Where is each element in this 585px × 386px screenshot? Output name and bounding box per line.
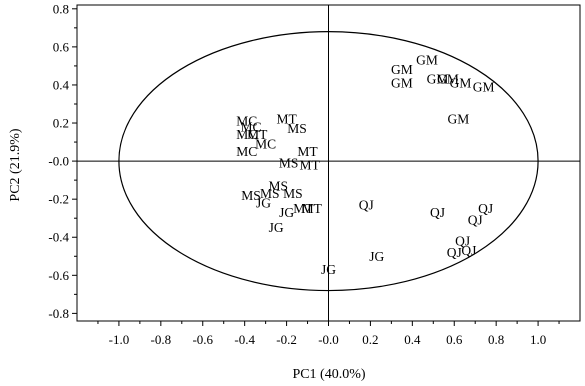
score-point-ms: MS bbox=[283, 186, 303, 201]
x-axis-ticks: -1.0 -0.8 -0.6 -0.4 -0.2 -0.0 0.2 0.4 0.6 0.8 1.0 bbox=[97, 321, 560, 347]
score-point-mc: MC bbox=[236, 114, 257, 129]
score-point-qj: QJ bbox=[478, 201, 493, 216]
score-point-gm: GM bbox=[391, 76, 413, 91]
score-point-mt: MT bbox=[293, 201, 314, 216]
score-point-gm: GM bbox=[427, 72, 449, 87]
x-tick-label: 0.6 bbox=[446, 332, 463, 347]
score-point-mt: MT bbox=[300, 157, 321, 172]
score-point-jg: JG bbox=[256, 195, 271, 210]
score-point-qj: QJ bbox=[430, 205, 445, 220]
y-axis-ticks: 0.8 0.6 0.4 0.2 -0.0 -0.2 -0.4 -0.6 -0.8 bbox=[48, 1, 77, 321]
x-tick-label: 1.0 bbox=[530, 332, 546, 347]
score-point-mc: MC bbox=[255, 136, 276, 151]
score-point-qj: QJ bbox=[468, 213, 483, 228]
y-tick-label: 0.6 bbox=[53, 39, 70, 54]
score-point-gm: GM bbox=[391, 62, 413, 77]
x-tick-label: 0.2 bbox=[362, 332, 378, 347]
y-tick-label: -0.0 bbox=[48, 154, 69, 169]
score-point-gm: GM bbox=[473, 79, 495, 94]
y-tick-label: -0.8 bbox=[48, 306, 69, 321]
y-tick-label: -0.4 bbox=[48, 230, 69, 245]
score-point-mc: MC bbox=[236, 144, 257, 159]
score-point-ms: MS bbox=[279, 156, 299, 171]
x-tick-label: -0.8 bbox=[151, 332, 172, 347]
score-point-gm: GM bbox=[450, 76, 472, 91]
x-tick-label: -0.4 bbox=[234, 332, 255, 347]
score-point-gm: GM bbox=[437, 72, 459, 87]
score-point-gm: GM bbox=[416, 53, 438, 68]
score-point-mt: MT bbox=[276, 112, 297, 127]
y-tick-label: 0.8 bbox=[53, 1, 69, 16]
score-point-jg: JG bbox=[269, 220, 284, 235]
score-point-mc: MC bbox=[240, 119, 261, 134]
score-point-mt: MT bbox=[247, 127, 268, 142]
score-point-qj: QJ bbox=[455, 234, 470, 249]
score-point-qj: QJ bbox=[359, 197, 374, 212]
score-point-ms: MS bbox=[260, 186, 280, 201]
x-axis-title: PC1 (40.0%) bbox=[292, 367, 365, 382]
x-tick-label: -0.6 bbox=[192, 332, 213, 347]
x-tick-label: -0.0 bbox=[318, 332, 339, 347]
score-point-ms: MS bbox=[268, 178, 288, 193]
score-point-ms: MS bbox=[241, 188, 261, 203]
score-point-qj: QJ bbox=[447, 245, 462, 260]
score-point-mt: MT bbox=[302, 201, 323, 216]
y-axis-title: PC2 (21.9%) bbox=[8, 128, 23, 201]
score-point-jg: JG bbox=[369, 249, 384, 264]
y-tick-label: 0.2 bbox=[53, 116, 69, 131]
score-point-jg: JG bbox=[279, 205, 294, 220]
score-point-mc: MC bbox=[236, 127, 257, 142]
y-tick-label: -0.6 bbox=[48, 268, 69, 283]
y-tick-label: 0.4 bbox=[53, 77, 70, 92]
x-tick-label: 0.8 bbox=[488, 332, 504, 347]
score-point-qj: QJ bbox=[461, 243, 476, 258]
x-tick-label: 0.4 bbox=[404, 332, 421, 347]
score-point-gm: GM bbox=[448, 112, 470, 127]
score-point-ms: MS bbox=[287, 121, 307, 136]
x-tick-label: -1.0 bbox=[109, 332, 130, 347]
x-tick-label: -0.2 bbox=[276, 332, 297, 347]
reference-lines bbox=[77, 5, 580, 321]
y-tick-label: -0.2 bbox=[48, 192, 69, 207]
score-point-jg: JG bbox=[321, 262, 336, 277]
score-point-mt: MT bbox=[297, 144, 318, 159]
